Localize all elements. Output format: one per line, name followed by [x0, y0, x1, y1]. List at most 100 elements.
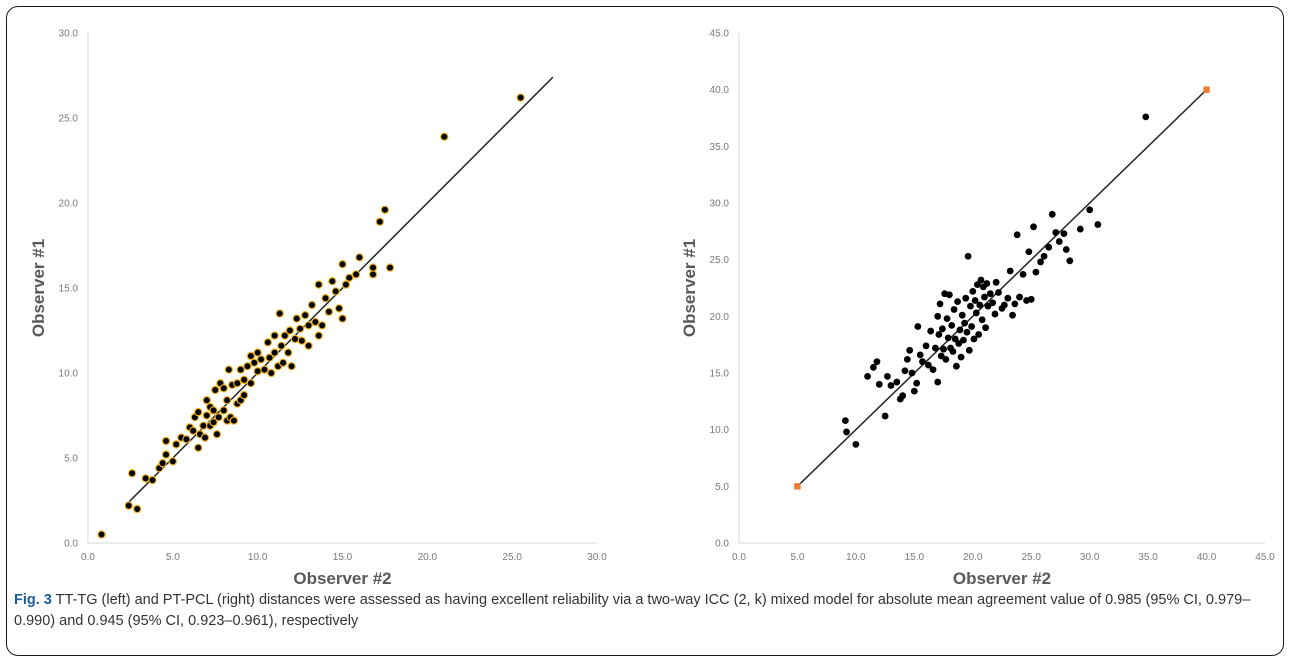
x-tick-label: 20.0	[963, 552, 983, 563]
data-point	[976, 301, 984, 309]
data-point	[841, 417, 849, 424]
data-point	[188, 426, 198, 435]
data-point	[929, 366, 937, 373]
x-tick-label: 45.0	[1255, 552, 1275, 563]
data-point	[1032, 268, 1040, 276]
x-tick-label: 25.0	[502, 552, 522, 563]
caption-text: TT-TG (left) and PT-PCL (right) distance…	[14, 592, 1251, 629]
data-point	[331, 287, 340, 296]
data-point	[148, 475, 157, 485]
y-tick-label: 15.0	[710, 369, 730, 380]
data-point	[955, 340, 963, 347]
y-tick-label: 40.0	[710, 85, 730, 96]
data-point	[246, 351, 256, 361]
data-point	[368, 263, 378, 272]
data-point	[1055, 238, 1063, 245]
y-tick-label: 5.0	[715, 482, 729, 493]
data-point	[1027, 295, 1035, 303]
data-point	[239, 375, 249, 384]
data-point	[246, 379, 256, 388]
data-point	[321, 294, 330, 303]
data-point	[263, 338, 273, 347]
x-tick-label: 10.0	[846, 552, 866, 563]
data-point	[277, 341, 286, 350]
data-point	[295, 324, 305, 333]
y-axis-title: Observer #1	[29, 239, 48, 337]
data-point	[937, 352, 945, 360]
data-point	[960, 336, 967, 344]
data-point	[986, 290, 994, 298]
data-point	[1045, 243, 1053, 251]
data-point	[236, 365, 245, 374]
data-point	[214, 413, 223, 422]
data-point	[1037, 258, 1044, 266]
y-tick-label: 30.0	[59, 29, 79, 40]
data-point	[202, 396, 211, 405]
data-point	[875, 380, 883, 388]
data-point	[280, 331, 290, 340]
x-axis-title: Observer #2	[293, 569, 391, 585]
data-point	[914, 323, 922, 330]
figure-frame	[6, 6, 1284, 656]
data-point	[200, 433, 210, 442]
data-point	[913, 379, 921, 387]
data-point	[253, 348, 262, 357]
x-tick-label: 30.0	[587, 552, 607, 563]
y-tick-label: 35.0	[710, 142, 730, 153]
data-point	[219, 384, 228, 393]
tt-tg-scatter-chart: 0.0 5.0 10.0 15.0 20.0 25.0 30.0 0.0 5.0 10.0 15.0…	[29, 29, 607, 586]
data-point	[243, 362, 252, 371]
data-point	[970, 335, 978, 343]
data-point	[161, 436, 171, 446]
x-tick-label: 25.0	[1021, 552, 1041, 563]
data-point	[972, 309, 980, 317]
data-point	[962, 294, 970, 302]
data-point	[906, 346, 914, 354]
x-tick-label: 20.0	[418, 552, 438, 563]
data-point	[963, 328, 971, 336]
data-point	[127, 469, 137, 478]
data-point	[1052, 229, 1060, 236]
data-point	[229, 416, 239, 425]
data-point	[956, 326, 964, 334]
data-point	[270, 331, 279, 340]
y-tick-label: 20.0	[710, 312, 730, 323]
data-point	[927, 327, 935, 335]
data-point	[931, 344, 939, 352]
data-point	[1019, 271, 1027, 278]
data-point	[290, 334, 300, 344]
x-tick-label: 15.0	[905, 552, 925, 563]
data-point	[946, 291, 953, 299]
data-point	[953, 362, 960, 370]
data-point	[1011, 300, 1019, 308]
data-point	[334, 304, 344, 313]
data-point	[1000, 301, 1008, 309]
data-point	[194, 443, 203, 452]
data-point	[1094, 221, 1102, 228]
data-point	[265, 353, 274, 362]
data-point	[908, 369, 916, 377]
data-point	[375, 217, 385, 226]
data-point	[182, 435, 191, 444]
data-point	[884, 373, 891, 380]
x-tick-label: 0.0	[81, 552, 95, 563]
y-tick-label: 15.0	[59, 284, 79, 295]
y-tick-label: 10.0	[59, 369, 79, 380]
data-point	[209, 406, 218, 415]
data-point	[852, 441, 860, 448]
x-tick-label: 5.0	[790, 552, 804, 563]
data-point	[893, 378, 901, 386]
data-point	[887, 382, 895, 389]
data-point	[981, 293, 988, 301]
data-point	[1066, 257, 1074, 265]
data-point	[975, 331, 983, 338]
data-point	[969, 288, 977, 295]
data-point	[919, 358, 926, 366]
data-point	[968, 323, 976, 330]
data-point	[870, 363, 877, 371]
data-point	[314, 280, 323, 289]
data-point	[843, 428, 850, 436]
data-point	[948, 322, 956, 329]
data-point	[964, 252, 972, 260]
data-point	[916, 351, 924, 359]
